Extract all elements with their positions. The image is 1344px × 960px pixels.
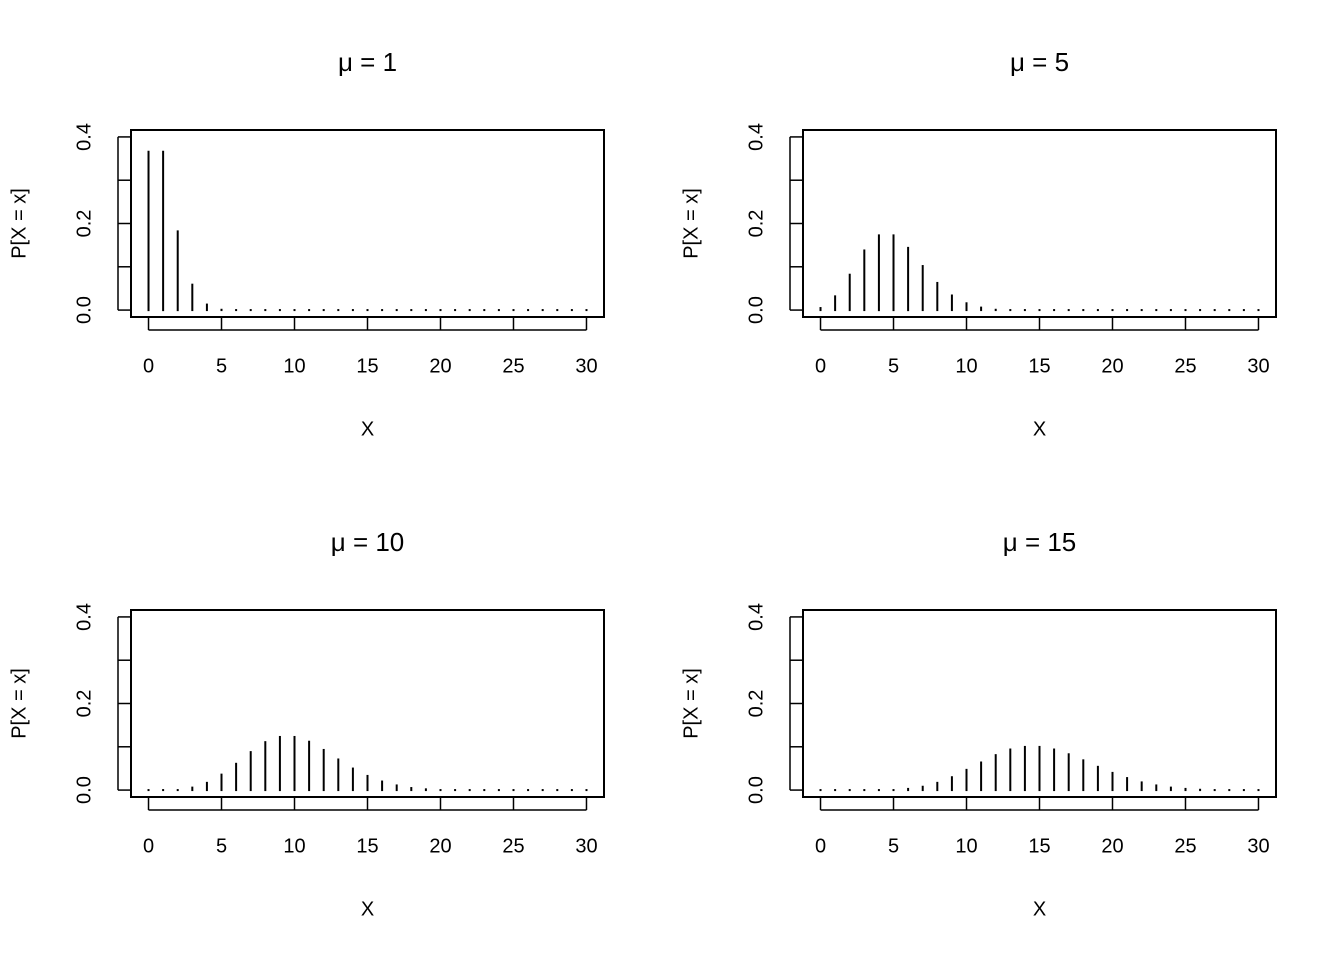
x-tick-label: 5	[888, 355, 899, 377]
y-axis-label: P[X = x]	[680, 668, 702, 739]
y-tick-label: 0.4	[745, 603, 767, 631]
y-tick-label: 0.2	[73, 210, 95, 238]
x-tick-label: 0	[815, 835, 826, 857]
panel: μ = 15 X P[X = x] 0 5 10 15 20 25 30 0.0 0.2 0.4	[680, 527, 1277, 920]
x-tick-label: 0	[143, 355, 154, 377]
panel: μ = 10 X P[X = x] 0 5 10 15 20 25 30 0.0 0.2 0.4	[8, 527, 605, 920]
y-axis-label: P[X = x]	[8, 668, 30, 739]
x-axis-label: X	[1033, 898, 1046, 920]
x-axis-label: X	[361, 898, 374, 920]
x-tick-label: 20	[429, 355, 451, 377]
x-axis-label: X	[1033, 418, 1046, 440]
x-tick-label: 25	[1174, 355, 1196, 377]
y-axis-label: P[X = x]	[680, 188, 702, 259]
x-tick-label: 30	[1247, 835, 1269, 857]
panel: μ = 5 X P[X = x] 0 5 10 15 20 25 30 0.0 0.2 0.4	[680, 47, 1277, 440]
x-axis-label: X	[361, 418, 374, 440]
y-tick-label: 0.4	[73, 603, 95, 631]
x-tick-label: 5	[888, 835, 899, 857]
x-tick-label: 20	[1101, 835, 1123, 857]
x-tick-label: 10	[283, 835, 305, 857]
x-tick-label: 20	[1101, 355, 1123, 377]
y-tick-label: 0.0	[745, 296, 767, 324]
x-tick-label: 25	[502, 835, 524, 857]
y-tick-label: 0.2	[73, 690, 95, 718]
x-tick-label: 30	[1247, 355, 1269, 377]
x-tick-label: 15	[356, 355, 378, 377]
plot-box	[130, 609, 605, 798]
x-tick-label: 10	[283, 355, 305, 377]
plot-box	[130, 129, 605, 318]
y-tick-label: 0.2	[745, 210, 767, 238]
chart-title: μ = 15	[1003, 527, 1077, 557]
x-tick-label: 15	[356, 835, 378, 857]
x-tick-label: 30	[575, 355, 597, 377]
y-tick-label: 0.4	[73, 123, 95, 151]
y-axis-label: P[X = x]	[8, 188, 30, 259]
y-tick-label: 0.4	[745, 123, 767, 151]
y-tick-label: 0.0	[745, 776, 767, 804]
y-tick-label: 0.2	[745, 690, 767, 718]
x-tick-label: 0	[815, 355, 826, 377]
x-tick-label: 25	[1174, 835, 1196, 857]
x-tick-label: 30	[575, 835, 597, 857]
chart-title: μ = 5	[1010, 47, 1069, 77]
y-tick-label: 0.0	[73, 776, 95, 804]
x-tick-label: 5	[216, 355, 227, 377]
y-tick-label: 0.0	[73, 296, 95, 324]
x-tick-label: 15	[1028, 355, 1050, 377]
x-tick-label: 15	[1028, 835, 1050, 857]
chart-title: μ = 1	[338, 47, 397, 77]
x-tick-label: 5	[216, 835, 227, 857]
panel: μ = 1 X P[X = x] 0 5 10 15 20 25 30 0.0 0.2 0.4	[8, 47, 605, 440]
x-tick-label: 10	[955, 355, 977, 377]
chart-title: μ = 10	[331, 527, 405, 557]
plot-box	[802, 129, 1277, 318]
x-tick-label: 20	[429, 835, 451, 857]
x-tick-label: 25	[502, 355, 524, 377]
x-tick-label: 10	[955, 835, 977, 857]
x-tick-label: 0	[143, 835, 154, 857]
